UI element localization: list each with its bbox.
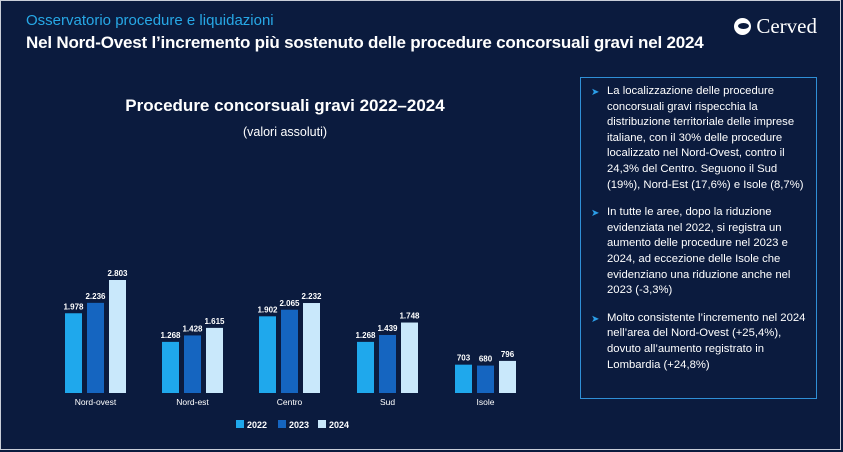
data-label: 703 bbox=[457, 354, 471, 363]
legend-swatch bbox=[278, 420, 286, 428]
bar-2024-centro bbox=[303, 303, 320, 393]
bar-2024-nord-est bbox=[206, 327, 223, 393]
data-label: 1.428 bbox=[182, 324, 203, 333]
bar-2023-sud bbox=[379, 334, 396, 393]
data-label: 1.748 bbox=[399, 312, 420, 321]
notes-panel: ➤ La localizzazione delle procedure conc… bbox=[580, 77, 817, 399]
data-label: 1.902 bbox=[257, 305, 278, 314]
data-label: 1.978 bbox=[63, 302, 84, 311]
bar-2022-nord-ovest bbox=[65, 313, 82, 393]
category-label: Nord-est bbox=[176, 397, 209, 407]
note-text: Molto consistente l’incremento nel 2024 … bbox=[607, 311, 806, 371]
cerved-logo: Cerved bbox=[734, 14, 817, 39]
legend-label: 2023 bbox=[289, 420, 309, 430]
data-label: 1.268 bbox=[160, 331, 181, 340]
category-label: Isole bbox=[477, 397, 495, 407]
bar-2023-nord-ovest bbox=[87, 302, 104, 393]
bar-2024-isole bbox=[499, 360, 516, 393]
bar-2022-sud bbox=[357, 341, 374, 393]
arrow-bullet-icon: ➤ bbox=[591, 208, 600, 220]
data-label: 1.615 bbox=[204, 317, 225, 326]
bar-2022-isole bbox=[455, 364, 472, 393]
legend-swatch bbox=[318, 420, 326, 428]
chart-subtitle: (valori assoluti) bbox=[242, 125, 328, 139]
data-label: 2.803 bbox=[107, 269, 128, 278]
category-label: Sud bbox=[380, 397, 395, 407]
cerved-logo-text: Cerved bbox=[756, 14, 817, 38]
bar-2024-sud bbox=[401, 322, 418, 393]
data-label: 1.439 bbox=[377, 324, 398, 333]
arrow-bullet-icon: ➤ bbox=[591, 87, 600, 98]
kicker-title: Osservatorio procedure e liquidazioni bbox=[26, 12, 274, 29]
data-label: 796 bbox=[501, 350, 515, 359]
bar-chart: 1.9782.2362.803Nord-ovest1.2681.4281.615… bbox=[63, 269, 516, 430]
category-label: Centro bbox=[277, 397, 303, 407]
slide-title: Nel Nord-Ovest l’incremento più sostenut… bbox=[26, 33, 704, 52]
arrow-bullet-icon: ➤ bbox=[591, 313, 600, 325]
legend-label: 2024 bbox=[329, 420, 349, 430]
note-item: ➤ Molto consistente l’incremento nel 202… bbox=[591, 311, 808, 373]
bar-2024-nord-ovest bbox=[109, 280, 126, 393]
bar-2022-nord-est bbox=[162, 341, 179, 393]
legend-label: 2022 bbox=[247, 420, 267, 430]
data-label: 1.268 bbox=[355, 331, 376, 340]
bar-2022-centro bbox=[259, 316, 276, 393]
legend-swatch bbox=[236, 420, 244, 428]
chart-title: Procedure concorsuali gravi 2022–2024 bbox=[125, 96, 445, 115]
note-item: ➤ La localizzazione delle procedure conc… bbox=[591, 84, 808, 193]
bar-2023-nord-est bbox=[184, 335, 201, 393]
note-item: ➤ In tutte le aree, dopo la riduzione ev… bbox=[591, 205, 808, 299]
bar-2023-centro bbox=[281, 309, 298, 393]
data-label: 680 bbox=[479, 355, 493, 364]
bar-2023-isole bbox=[477, 365, 494, 393]
data-label: 2.232 bbox=[301, 292, 322, 301]
note-text: La localizzazione delle procedure concor… bbox=[607, 85, 804, 191]
note-text: In tutte le aree, dopo la riduzione evid… bbox=[607, 206, 791, 297]
cerved-logo-icon bbox=[734, 18, 752, 35]
data-label: 2.236 bbox=[85, 292, 106, 301]
category-label: Nord-ovest bbox=[75, 397, 117, 407]
data-label: 2.065 bbox=[279, 299, 300, 308]
